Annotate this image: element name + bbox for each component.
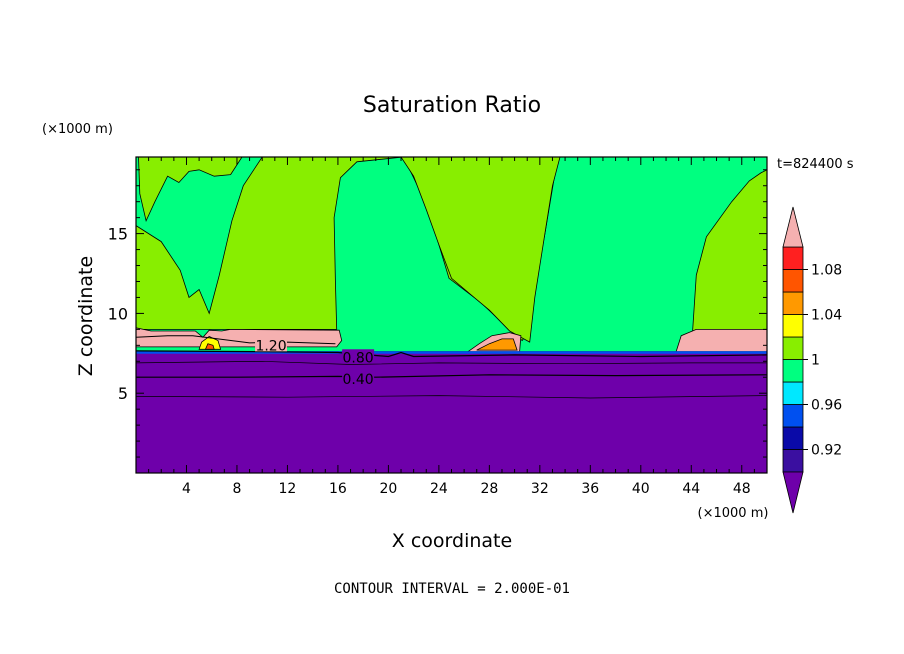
chart-title: Saturation Ratio: [363, 93, 541, 118]
colorbar-segment: [782, 336, 804, 360]
x-tick-label: 44: [682, 481, 700, 497]
contour-line-0.60: [136, 360, 767, 365]
colorbar-segment: [782, 381, 804, 405]
contour-line-0.80: [136, 350, 767, 358]
peak-supersat-patch-left: [204, 343, 215, 350]
x-tick-label: 48: [733, 481, 751, 497]
colorbar-tick-label: 0.92: [811, 443, 842, 459]
x-unit-label: (×1000 m): [698, 506, 769, 521]
colorbar-segment: [782, 291, 804, 315]
contour-interval-label: CONTOUR INTERVAL = 2.000E-01: [334, 581, 570, 597]
contour-labels: 1.20 0.80 0.40: [255, 337, 375, 388]
colorbar: 0.92 0.96 1 1.04 1.08: [782, 206, 842, 514]
colorbar-segment: [782, 449, 804, 473]
x-tick-label: 8: [232, 481, 241, 497]
contour-label: 0.40: [343, 372, 374, 388]
contour-label: 1.20: [255, 338, 286, 354]
supersaturated-layer-left: [136, 327, 343, 348]
colorbar-under-triangle: [782, 471, 804, 514]
above-one-region-left: [136, 157, 404, 330]
colorbar-over-triangle: [782, 206, 804, 248]
colorbar-tick-label: 1.04: [811, 308, 842, 324]
contour-label-bg: [255, 337, 288, 352]
x-tick-label: 4: [182, 481, 191, 497]
contour-line-0.40: [136, 374, 767, 378]
colorbar-tick-label: 1.08: [811, 263, 842, 279]
colorbar-segment: [782, 404, 804, 428]
x-tick-label: 36: [581, 481, 599, 497]
contour-line-0.20: [136, 395, 767, 399]
x-tick-label: 16: [329, 481, 347, 497]
y-axis-ticks: 5 10 15: [108, 169, 767, 458]
colorbar-segment: [782, 314, 804, 338]
x-axis-ticks: 4 8 12 16 20 24 28 32 36 40 44 48: [148, 157, 755, 497]
contour-line-1.20: [136, 335, 336, 345]
colorbar-tick-label: 0.96: [811, 398, 842, 414]
time-label: t=824400 s: [777, 157, 854, 172]
y-axis-label: Z coordinate: [75, 256, 97, 376]
contour-label: 0.80: [343, 350, 374, 366]
y-tick-label: 15: [108, 225, 128, 244]
high-supersat-patch-middle: [476, 338, 518, 351]
contour-label-bg: [342, 349, 375, 364]
x-tick-label: 28: [480, 481, 498, 497]
plot-area: [136, 157, 767, 473]
x-tick-label: 12: [279, 481, 297, 497]
colorbar-tick-label: 1: [811, 353, 820, 369]
colorbar-segment: [782, 426, 804, 450]
colorbar-segment: [782, 246, 804, 270]
x-tick-label: 24: [430, 481, 448, 497]
colorbar-segment: [782, 269, 804, 293]
y-unit-label: (×1000 m): [42, 122, 113, 137]
y-tick-label: 10: [108, 304, 128, 323]
colorbar-segment: [782, 359, 804, 383]
x-tick-label: 20: [379, 481, 397, 497]
y-tick-label: 5: [118, 384, 128, 403]
above-one-region-right: [692, 169, 767, 333]
above-one-region-middle: [400, 157, 561, 343]
supersaturated-layer-right: [675, 329, 767, 353]
x-axis-label: X coordinate: [392, 530, 512, 552]
x-tick-label: 32: [531, 481, 549, 497]
x-tick-label: 40: [632, 481, 650, 497]
contour-label-bg: [342, 370, 375, 385]
contour-lines: [136, 335, 767, 399]
